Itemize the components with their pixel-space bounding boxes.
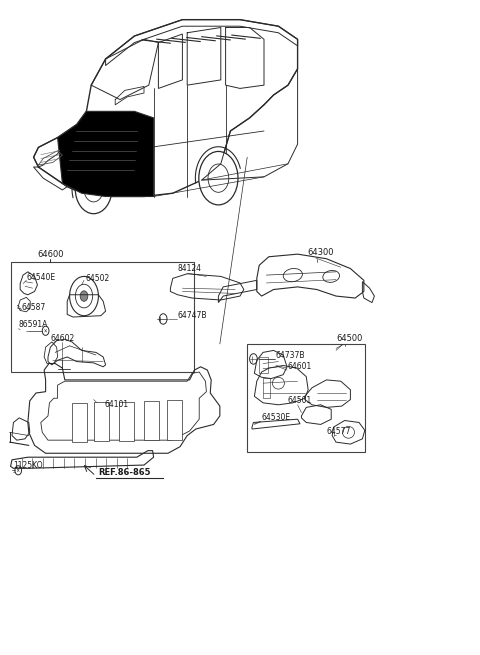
- Text: 64600: 64600: [37, 250, 63, 259]
- Bar: [167, 400, 182, 440]
- Circle shape: [75, 164, 112, 214]
- Text: 64300: 64300: [307, 248, 334, 257]
- Bar: [144, 401, 159, 440]
- Text: 1125KO: 1125KO: [13, 460, 43, 470]
- Text: 64540E: 64540E: [26, 272, 56, 282]
- Text: 64601: 64601: [288, 362, 312, 371]
- Text: 64530E: 64530E: [262, 413, 291, 422]
- Bar: [72, 403, 87, 442]
- Polygon shape: [58, 111, 154, 196]
- Text: 64602: 64602: [50, 333, 75, 343]
- Text: 64101: 64101: [105, 400, 129, 409]
- Text: 86591A: 86591A: [18, 320, 48, 329]
- Circle shape: [199, 151, 238, 205]
- Text: 64747B: 64747B: [178, 310, 207, 320]
- Circle shape: [208, 164, 229, 193]
- Text: 64577: 64577: [326, 427, 351, 436]
- Bar: [259, 357, 268, 373]
- Circle shape: [80, 291, 88, 301]
- Text: 64500: 64500: [336, 333, 362, 343]
- Text: 64502: 64502: [85, 274, 110, 283]
- Text: 64501: 64501: [288, 396, 312, 405]
- Bar: [263, 378, 270, 398]
- Bar: [94, 402, 109, 441]
- Text: 84124: 84124: [178, 264, 202, 273]
- Text: 64587: 64587: [22, 303, 46, 312]
- Text: REF.86-865: REF.86-865: [98, 468, 151, 477]
- Bar: [247, 344, 365, 452]
- Text: 64737B: 64737B: [276, 350, 305, 360]
- Bar: [119, 402, 134, 441]
- Bar: [11, 262, 194, 372]
- Circle shape: [84, 176, 103, 202]
